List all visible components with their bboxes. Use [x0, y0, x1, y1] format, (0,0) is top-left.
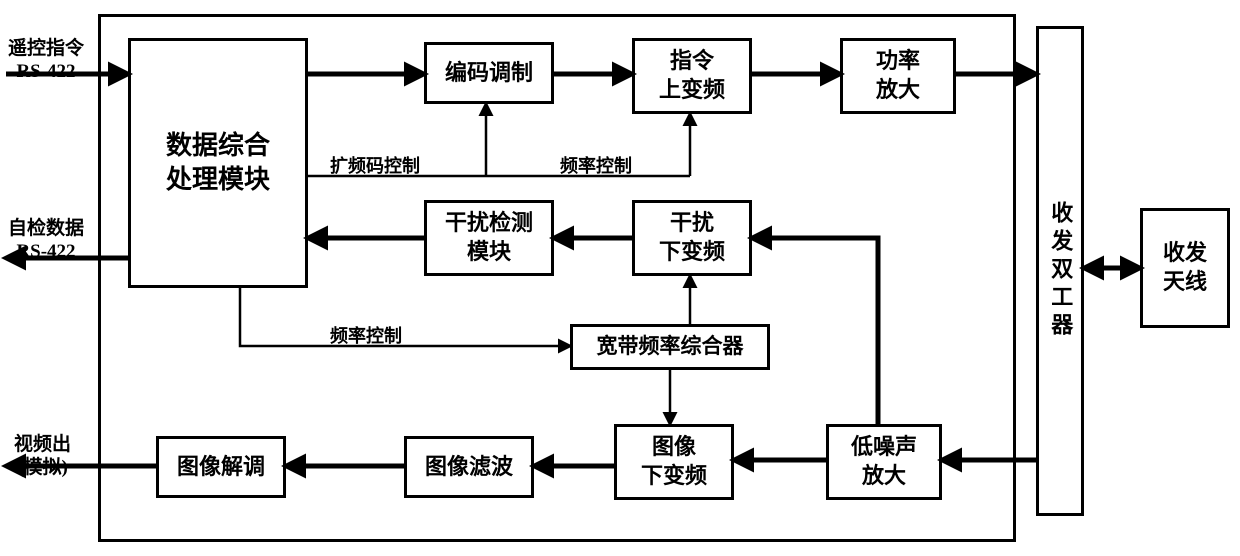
label: 编码调制 — [445, 59, 533, 88]
label: 收发天线 — [1163, 239, 1207, 296]
node-intf-down: 干扰下变频 — [632, 200, 752, 276]
label: 干扰下变频 — [659, 209, 725, 266]
label: 数据综合处理模块 — [166, 129, 270, 197]
node-intf-det: 干扰检测模块 — [424, 200, 554, 276]
label: 图像下变频 — [641, 433, 707, 490]
edge-label-freq-ctrl-1: 频率控制 — [560, 152, 632, 178]
label: 指令上变频 — [659, 47, 725, 104]
node-enc-mod: 编码调制 — [424, 42, 554, 104]
node-pa: 功率放大 — [840, 38, 956, 114]
node-cmd-upconv: 指令上变频 — [632, 38, 752, 114]
label: 低噪声放大 — [851, 433, 917, 490]
node-data-proc: 数据综合处理模块 — [128, 38, 308, 288]
label: 宽带频率综合器 — [597, 333, 744, 360]
node-img-demod: 图像解调 — [156, 436, 286, 498]
node-img-filter: 图像滤波 — [404, 436, 534, 498]
edge-label-spread-ctrl: 扩频码控制 — [330, 152, 420, 178]
ext-label-self-check: 自检数据RS-422 — [8, 218, 84, 264]
ext-label-video-out: 视频出(模拟) — [14, 434, 71, 480]
label: 功率放大 — [876, 47, 920, 104]
label: 收发双工器 — [1046, 201, 1075, 341]
node-antenna: 收发天线 — [1140, 208, 1230, 328]
node-duplexer: 收发双工器 — [1036, 26, 1084, 516]
label: 图像解调 — [177, 453, 265, 482]
ext-label-remote-cmd: 遥控指令RS-422 — [8, 38, 84, 84]
node-synth: 宽带频率综合器 — [570, 324, 770, 370]
node-img-down: 图像下变频 — [614, 424, 734, 500]
edge-label-freq-ctrl-2: 频率控制 — [330, 322, 402, 348]
label: 图像滤波 — [425, 453, 513, 482]
label: 干扰检测模块 — [445, 209, 533, 266]
node-lna: 低噪声放大 — [826, 424, 942, 500]
